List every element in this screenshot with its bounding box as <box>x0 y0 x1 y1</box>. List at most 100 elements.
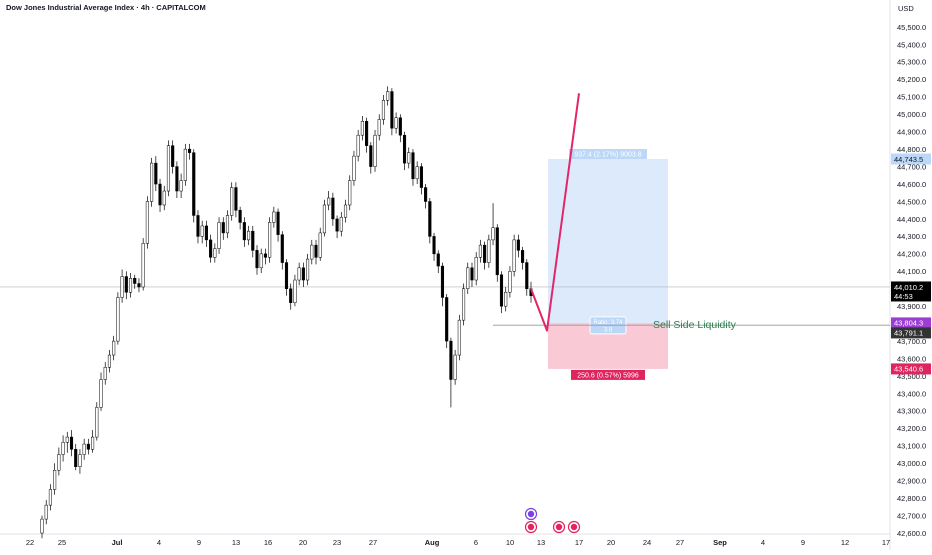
candle-body <box>474 257 478 281</box>
candle <box>504 287 508 312</box>
level-price-tag: 43,791.1 <box>894 329 923 338</box>
economic-event-icon <box>567 520 581 534</box>
time-tick-label: 13 <box>537 538 545 547</box>
candle-body <box>196 215 200 237</box>
candle-body <box>335 218 339 232</box>
last-price-tag-box <box>891 281 931 302</box>
candle-body <box>107 354 112 368</box>
candle-body <box>440 265 445 298</box>
time-tick-label: 4 <box>157 538 161 547</box>
candle-body <box>289 288 293 303</box>
candle-body <box>162 190 166 206</box>
candle <box>525 259 529 296</box>
price-tick-label: 45,100.0 <box>897 93 926 102</box>
price-tick-label: 43,400.0 <box>897 389 926 398</box>
candle <box>381 95 386 125</box>
candle <box>251 225 255 258</box>
candle <box>221 217 225 240</box>
price-tick-label: 44,100.0 <box>897 267 926 276</box>
candle <box>428 198 432 244</box>
candle-body <box>112 340 116 356</box>
candle-body <box>424 187 428 202</box>
candle <box>310 239 314 265</box>
candle <box>398 114 402 143</box>
candle-body <box>128 278 133 293</box>
candle <box>322 199 326 237</box>
price-tick-label: 44,300.0 <box>897 232 926 241</box>
candle <box>343 199 348 223</box>
candle <box>339 211 343 237</box>
candle-body <box>276 211 280 235</box>
price-tick-label: 44,600.0 <box>897 180 926 189</box>
candle <box>352 150 356 186</box>
candle <box>369 142 373 174</box>
candle-body <box>483 244 487 263</box>
candle-body <box>57 454 61 471</box>
candle-body <box>91 436 95 450</box>
candle <box>436 250 440 274</box>
candle <box>192 149 196 223</box>
candle <box>411 149 415 186</box>
candle <box>91 430 95 453</box>
candle-body <box>466 267 470 289</box>
candle-body <box>268 222 272 258</box>
candle-body <box>386 91 390 101</box>
time-tick-label: Jul <box>112 538 123 547</box>
candle-body <box>331 197 335 220</box>
candle-body <box>99 379 103 408</box>
candle <box>162 185 166 211</box>
candle-body <box>377 119 381 136</box>
candle <box>234 182 238 218</box>
candle <box>453 349 457 385</box>
economic-event-icon <box>552 520 566 534</box>
candle <box>487 234 491 268</box>
candle <box>196 210 200 244</box>
candle <box>461 283 466 326</box>
candle <box>289 283 293 310</box>
time-tick-label: Sep <box>713 538 727 547</box>
time-tick-label: 25 <box>58 538 66 547</box>
candle <box>82 438 86 460</box>
candle-body <box>352 155 356 181</box>
time-tick-label: 27 <box>369 538 377 547</box>
candle-body <box>280 234 284 263</box>
candle-body <box>141 243 145 288</box>
candle <box>230 182 234 221</box>
candle-body <box>74 449 78 467</box>
time-tick-label: 16 <box>264 538 272 547</box>
candle-body <box>525 262 529 290</box>
candle-body <box>247 230 251 241</box>
candle <box>112 335 116 361</box>
candle <box>512 234 516 277</box>
time-tick-label: 24 <box>643 538 651 547</box>
candle <box>284 259 289 296</box>
candle <box>424 184 428 209</box>
candle-body <box>230 187 234 216</box>
price-tick-label: 45,000.0 <box>897 110 926 119</box>
candle <box>44 499 48 525</box>
candle-body <box>221 222 225 234</box>
candle <box>432 232 436 261</box>
candle-body <box>398 117 402 136</box>
candle-body <box>53 469 57 490</box>
candle <box>95 402 99 441</box>
candle <box>521 246 525 270</box>
price-tick-label: 45,300.0 <box>897 58 926 67</box>
candle-body <box>175 166 179 192</box>
candle <box>137 278 141 293</box>
candle <box>268 217 272 263</box>
price-tick-label: 43,900.0 <box>897 302 926 311</box>
ratio-label-qty: 3.8 <box>604 327 613 333</box>
candle <box>314 239 318 265</box>
candle-body <box>166 145 171 192</box>
candle-body <box>242 222 246 241</box>
candle <box>331 192 335 226</box>
candle-body <box>415 166 419 180</box>
candle-body <box>65 436 69 443</box>
price-tick-label: 43,600.0 <box>897 354 926 363</box>
candle-body <box>86 443 90 450</box>
candle-body <box>348 180 352 206</box>
candle-body <box>255 250 259 269</box>
